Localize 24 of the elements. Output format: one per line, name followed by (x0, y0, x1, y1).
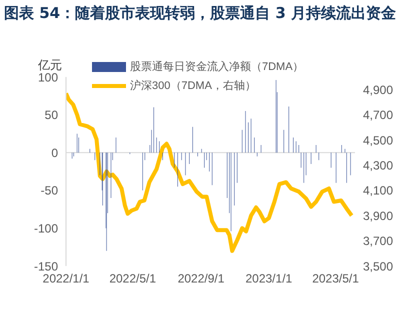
x-tick-label: 2022/5/1 (109, 272, 156, 286)
line-series (66, 91, 354, 253)
y2-tick-label: 4,900 (363, 82, 394, 97)
y-tick-label: 0 (51, 146, 58, 160)
chart-title: 图表 54：随着股市表现转弱，股票通自 3 月持续流出资金 (4, 3, 397, 24)
x-tick-label: 2023/1/1 (245, 272, 293, 286)
x-tick-label: 2023/5/1 (312, 272, 360, 286)
y2-tick-label: 3,900 (363, 208, 394, 223)
y-tick-label: -50 (40, 184, 58, 198)
y2-tick-label: 3,500 (363, 259, 394, 274)
y-tick-label: -100 (34, 221, 58, 236)
x-tick-label: 2022/9/1 (178, 272, 225, 286)
y2-tick-label: 3,700 (363, 234, 394, 248)
y-tick-label: 100 (38, 70, 58, 84)
legend-label: 股票通每日资金流入净额（7DMA） (130, 60, 304, 74)
y2-tick-label: 4,100 (363, 184, 394, 198)
x-tick-label: 2022/1/1 (42, 272, 90, 286)
y-tick-label: 50 (44, 108, 58, 122)
y2-tick-label: 4,700 (363, 108, 394, 122)
y-axis-title: 亿元 (38, 57, 62, 73)
y2-tick-label: 4,300 (363, 158, 394, 172)
y2-tick-label: 4,500 (363, 133, 394, 148)
legend-label: 沪深300（7DMA，右轴） (130, 78, 256, 93)
y-tick-label: -150 (34, 259, 58, 274)
